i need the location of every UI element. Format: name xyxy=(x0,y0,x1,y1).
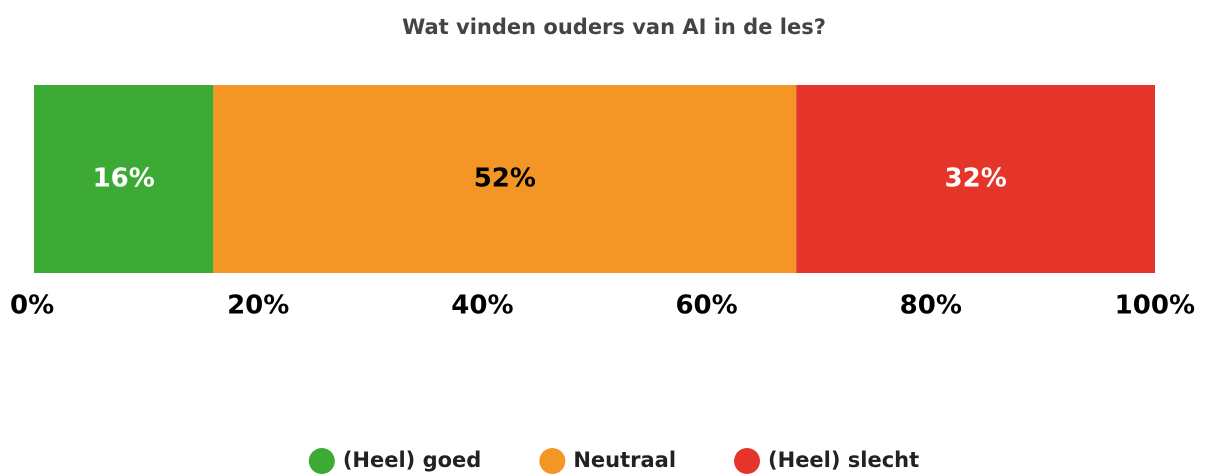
bar-segment xyxy=(34,85,214,273)
legend-label: (Heel) goed xyxy=(343,448,482,472)
value-label: 32% xyxy=(945,164,1007,194)
legend-label: (Heel) slecht xyxy=(768,448,919,472)
chart-title: Wat vinden ouders van AI in de les? xyxy=(402,15,826,39)
value-label: 16% xyxy=(93,164,155,194)
legend-marker xyxy=(734,448,761,474)
legend-marker xyxy=(539,448,566,474)
x-tick-label: 20% xyxy=(227,291,289,321)
x-tick-label: 60% xyxy=(675,291,737,321)
x-tick-label: 80% xyxy=(900,291,962,321)
x-tick-label: 0% xyxy=(10,291,54,321)
x-tick-label: 100% xyxy=(1115,291,1195,321)
x-tick-label: 40% xyxy=(451,291,513,321)
value-label: 52% xyxy=(474,164,536,194)
bar-segment xyxy=(213,85,797,273)
bar-segment xyxy=(796,85,1155,273)
legend-marker xyxy=(308,448,335,474)
legend-label: Neutraal xyxy=(573,448,676,472)
